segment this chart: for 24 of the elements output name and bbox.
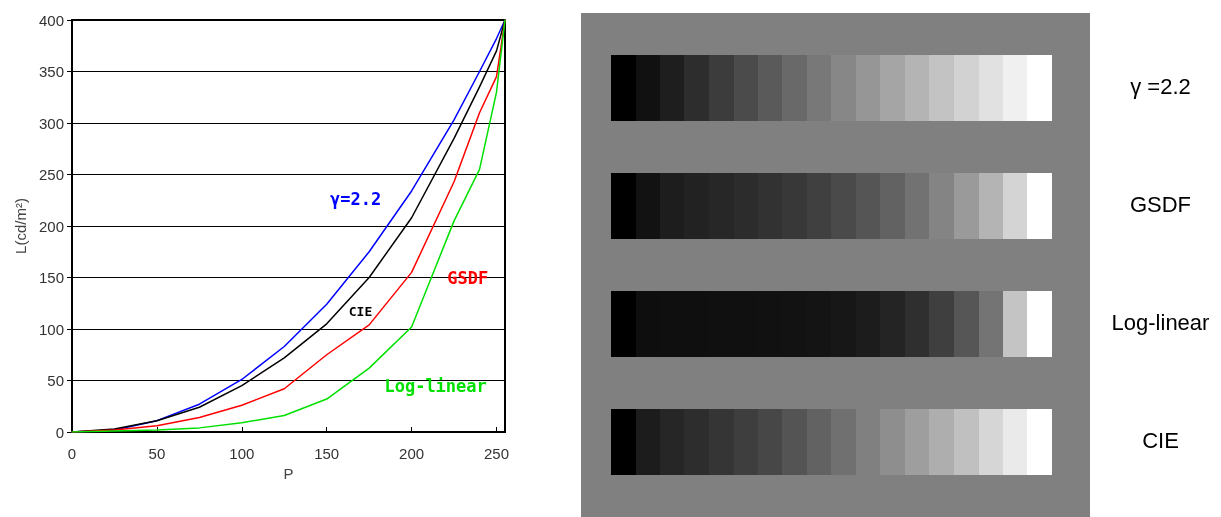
text: CIE	[1141, 428, 1180, 454]
x-tick-label: 50	[148, 445, 166, 462]
x-tick-label: 0	[67, 445, 77, 462]
y-tick-label: 250	[38, 166, 64, 183]
y-tick-label: 0	[55, 423, 64, 441]
x-tick-label: 250	[483, 445, 510, 462]
y-tick-label: 50	[47, 372, 64, 389]
y-tick-label: 100	[38, 320, 64, 338]
text: GSDF	[1128, 192, 1193, 218]
text: γ =2.2	[1129, 74, 1192, 100]
y-axis-title: L(cd/m²)	[12, 198, 30, 254]
x-tick-label: 200	[399, 445, 425, 462]
series-label: CIE	[348, 303, 373, 319]
text: Log-linear	[1110, 310, 1211, 336]
y-tick-label: 300	[38, 114, 64, 132]
series-label: Log-linear	[384, 375, 487, 396]
series-label: γ=2.2	[330, 189, 382, 210]
y-tick-label: 150	[38, 269, 64, 286]
y-tick-label: 200	[38, 217, 64, 235]
y-tick-label: 350	[38, 63, 64, 80]
x-tick-label: 150	[314, 445, 340, 462]
x-tick-label: 100	[229, 445, 255, 462]
y-tick-label: 400	[38, 11, 64, 29]
x-axis-title: P	[283, 464, 294, 482]
